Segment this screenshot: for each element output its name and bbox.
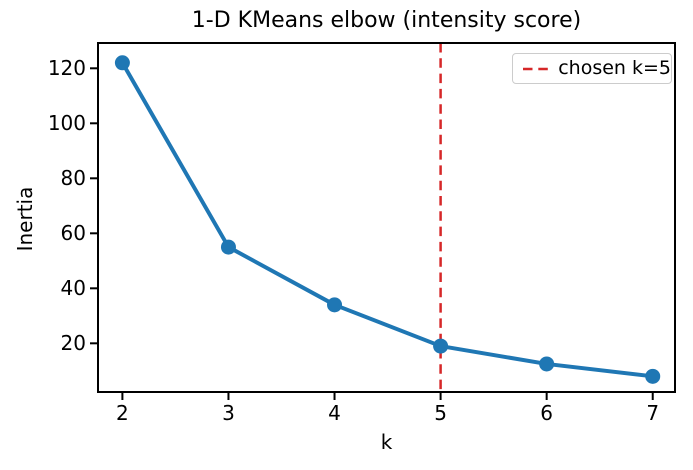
- x-tick-label: 7: [646, 401, 660, 425]
- legend-label: chosen k=5: [558, 57, 671, 79]
- legend-dashed-line-icon: [523, 67, 550, 70]
- x-tick-label: 2: [116, 401, 129, 425]
- data-point-k6: [539, 356, 555, 372]
- data-point-k2: [114, 55, 130, 71]
- axes-frame: [97, 42, 676, 393]
- legend: chosen k=5: [512, 53, 672, 84]
- x-axis-label: k: [380, 430, 393, 454]
- y-tick-label: 60: [60, 221, 86, 246]
- data-point-k3: [220, 239, 236, 255]
- y-tick-label: 40: [60, 276, 86, 301]
- x-tick-label: 4: [328, 401, 341, 425]
- data-point-k5: [433, 338, 449, 354]
- data-point-k7: [645, 368, 661, 384]
- y-tick-label: 100: [47, 111, 86, 136]
- y-tick-label: 20: [60, 331, 86, 356]
- x-tick-label: 6: [540, 401, 554, 425]
- y-tick-label: 120: [47, 56, 86, 81]
- chart-title: 1-D KMeans elbow (intensity score): [191, 8, 582, 33]
- y-axis-label: Inertia: [13, 186, 37, 252]
- x-tick-label: 5: [434, 401, 447, 425]
- y-tick-label: 80: [60, 166, 86, 191]
- data-point-k4: [327, 297, 343, 313]
- x-tick-label: 3: [222, 401, 235, 425]
- elbow-line: [120, 61, 653, 379]
